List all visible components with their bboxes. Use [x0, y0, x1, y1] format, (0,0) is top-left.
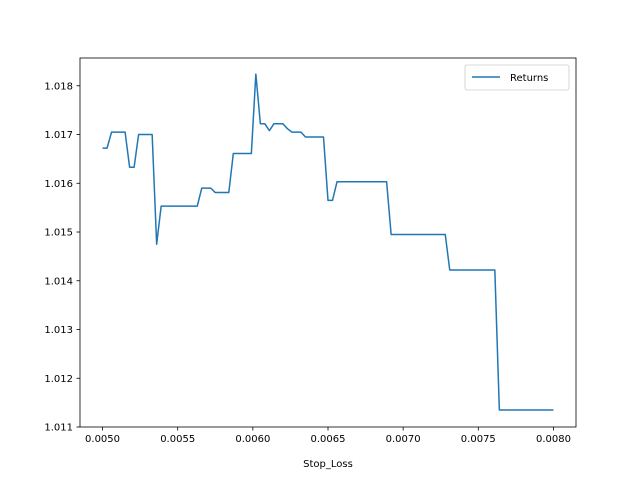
legend: Returns [464, 64, 570, 91]
y-tick-label: 1.015 [44, 228, 73, 239]
x-tick-label: 0.0060 [235, 434, 270, 445]
x-tick-label: 0.0065 [311, 434, 346, 445]
y-tick-label: 1.014 [44, 276, 73, 287]
legend-label-returns: Returns [510, 73, 548, 84]
x-axis-label: Stop_Loss [303, 459, 353, 470]
x-tick-label: 0.0050 [85, 434, 120, 445]
x-tick-label: 0.0055 [160, 434, 195, 445]
x-axis-ticks: 0.0050 0.0055 0.0060 0.0065 0.0070 0.0075 0.00… [85, 427, 571, 445]
x-tick-label: 0.0070 [386, 434, 421, 445]
legend-box [464, 64, 570, 91]
y-tick-label: 1.013 [44, 325, 73, 336]
y-tick-label: 1.011 [44, 423, 73, 434]
plot-area-frame [79, 57, 577, 428]
y-axis-ticks: 1.011 1.012 1.013 1.014 1.015 1.016 1.017 1.018 [44, 81, 80, 434]
y-tick-label: 1.016 [44, 179, 73, 190]
y-tick-label: 1.017 [44, 130, 73, 141]
x-tick-label: 0.0075 [461, 434, 496, 445]
y-tick-label: 1.012 [44, 374, 73, 385]
series-line-returns [102, 73, 554, 411]
y-tick-label: 1.018 [44, 81, 73, 92]
x-tick-label: 0.0080 [536, 434, 571, 445]
